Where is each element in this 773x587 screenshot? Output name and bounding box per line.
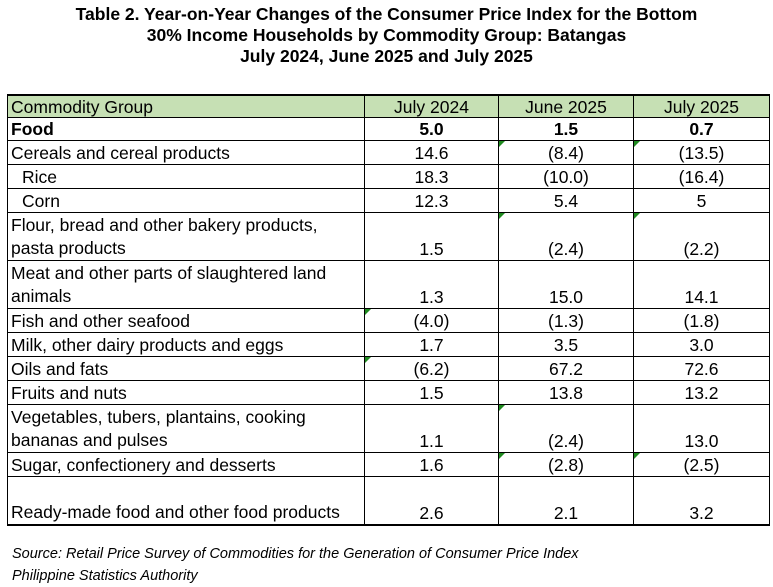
cell-value: 15.0 bbox=[498, 260, 634, 309]
cell-value: 18.3 bbox=[364, 164, 499, 189]
cell-with-marker: (2.5) bbox=[633, 452, 770, 477]
table-row: Vegetables, tubers, plantains, cooking b… bbox=[7, 404, 770, 453]
error-marker-icon bbox=[634, 141, 640, 147]
cell-value: 5 bbox=[633, 188, 770, 213]
title-line-2: 30% Income Households by Commodity Group… bbox=[146, 25, 627, 45]
table-title: Table 2. Year-on-Year Changes of the Con… bbox=[0, 4, 773, 67]
header-row: Commodity Group July 2024 June 2025 July… bbox=[7, 94, 770, 118]
cell-value: (2.4) bbox=[548, 239, 584, 259]
cell-with-marker: (6.2) bbox=[364, 356, 499, 381]
table-row: Oils and fats (6.2) 67.2 72.6 bbox=[7, 356, 770, 381]
row-label: Milk, other dairy products and eggs bbox=[7, 332, 365, 357]
row-label: Vegetables, tubers, plantains, cooking b… bbox=[7, 404, 365, 453]
cell-value: (10.0) bbox=[498, 164, 634, 189]
table-row: Sugar, confectionery and desserts 1.6 (2… bbox=[7, 452, 770, 477]
row-label: Corn bbox=[7, 188, 365, 213]
table-row: Fruits and nuts 1.5 13.8 13.2 bbox=[7, 380, 770, 405]
table-row: Food 5.0 1.5 0.7 bbox=[7, 117, 770, 141]
cell-value: (4.0) bbox=[413, 311, 450, 331]
cell-value: (2.8) bbox=[548, 455, 584, 475]
cell-value: (2.2) bbox=[683, 239, 720, 259]
cell-with-marker: (2.4) bbox=[498, 404, 634, 453]
row-label: Food bbox=[7, 117, 365, 141]
cell-value: 1.5 bbox=[498, 117, 634, 141]
table-row: Flour, bread and other bakery products, … bbox=[7, 212, 770, 261]
cell-value: 3.0 bbox=[633, 332, 770, 357]
cell-value: (2.5) bbox=[683, 455, 720, 475]
cell-value: (1.8) bbox=[633, 308, 770, 333]
cell-with-marker: (2.8) bbox=[498, 452, 634, 477]
cell-value: 12.3 bbox=[364, 188, 499, 213]
cell-value: 2.6 bbox=[364, 476, 499, 526]
error-marker-icon bbox=[634, 453, 640, 459]
header-commodity-group: Commodity Group bbox=[7, 94, 365, 118]
source-line-1: Source: Retail Price Survey of Commoditi… bbox=[12, 546, 579, 562]
cell-value: 1.7 bbox=[364, 332, 499, 357]
error-marker-icon bbox=[499, 453, 505, 459]
row-label: Ready-made food and other food products bbox=[7, 476, 365, 526]
cell-value: 13.2 bbox=[633, 380, 770, 405]
table-row: Milk, other dairy products and eggs 1.7 … bbox=[7, 332, 770, 357]
cell-value: 1.5 bbox=[364, 380, 499, 405]
cell-with-marker: (2.2) bbox=[633, 212, 770, 261]
row-label: Fish and other seafood bbox=[7, 308, 365, 333]
cell-with-marker: (8.4) bbox=[498, 140, 634, 165]
table-row: Corn 12.3 5.4 5 bbox=[7, 188, 770, 213]
row-label: Rice bbox=[7, 164, 365, 189]
cell-value: (6.2) bbox=[413, 359, 450, 379]
cell-value: 67.2 bbox=[498, 356, 634, 381]
cell-value: 13.8 bbox=[498, 380, 634, 405]
source-line-2: Philippine Statistics Authority bbox=[12, 568, 198, 584]
row-label: Cereals and cereal products bbox=[7, 140, 365, 165]
cell-value: 5.0 bbox=[364, 117, 499, 141]
title-line-3: July 2024, June 2025 and July 2025 bbox=[240, 46, 533, 66]
table-row: Meat and other parts of slaughtered land… bbox=[7, 260, 770, 309]
error-marker-icon bbox=[499, 405, 505, 411]
row-label: Sugar, confectionery and desserts bbox=[7, 452, 365, 477]
cell-value: 72.6 bbox=[633, 356, 770, 381]
cell-value: 1.6 bbox=[364, 452, 499, 477]
cell-value: 1.3 bbox=[364, 260, 499, 309]
table-row: Cereals and cereal products 14.6 (8.4) (… bbox=[7, 140, 770, 165]
error-marker-icon bbox=[365, 357, 371, 363]
header-june-2025: June 2025 bbox=[498, 94, 634, 118]
cell-value: 3.5 bbox=[498, 332, 634, 357]
error-marker-icon bbox=[365, 309, 371, 315]
header-july-2024: July 2024 bbox=[364, 94, 499, 118]
cell-value: 1.5 bbox=[364, 212, 499, 261]
cell-value: 1.1 bbox=[364, 404, 499, 453]
row-label: Oils and fats bbox=[7, 356, 365, 381]
cell-value: 14.6 bbox=[364, 140, 499, 165]
table-row: Fish and other seafood (4.0) (1.3) (1.8) bbox=[7, 308, 770, 333]
title-line-1: Table 2. Year-on-Year Changes of the Con… bbox=[75, 4, 698, 24]
cell-value: 13.0 bbox=[633, 404, 770, 453]
cell-value: (2.4) bbox=[548, 431, 584, 451]
row-label: Flour, bread and other bakery products, … bbox=[7, 212, 365, 261]
cell-value: (8.4) bbox=[548, 143, 584, 163]
cell-value: 2.1 bbox=[498, 476, 634, 526]
cell-value: (16.4) bbox=[633, 164, 770, 189]
error-marker-icon bbox=[499, 213, 505, 219]
table-row: Rice 18.3 (10.0) (16.4) bbox=[7, 164, 770, 189]
cell-with-marker: (4.0) bbox=[364, 308, 499, 333]
error-marker-icon bbox=[499, 141, 505, 147]
header-july-2025: July 2025 bbox=[633, 94, 770, 118]
cell-value: 5.4 bbox=[498, 188, 634, 213]
row-label: Meat and other parts of slaughtered land… bbox=[7, 260, 365, 309]
cell-with-marker: (13.5) bbox=[633, 140, 770, 165]
cell-value: 14.1 bbox=[633, 260, 770, 309]
cell-value: 0.7 bbox=[633, 117, 770, 141]
cell-value: 3.2 bbox=[633, 476, 770, 526]
source-note: Source: Retail Price Survey of Commoditi… bbox=[12, 543, 579, 587]
cell-value: (13.5) bbox=[678, 143, 725, 163]
table-row: Ready-made food and other food products … bbox=[7, 476, 770, 526]
cell-with-marker: (2.4) bbox=[498, 212, 634, 261]
row-label: Fruits and nuts bbox=[7, 380, 365, 405]
cpi-table: Commodity Group July 2024 June 2025 July… bbox=[7, 94, 770, 526]
cell-value: (1.3) bbox=[498, 308, 634, 333]
error-marker-icon bbox=[634, 213, 640, 219]
